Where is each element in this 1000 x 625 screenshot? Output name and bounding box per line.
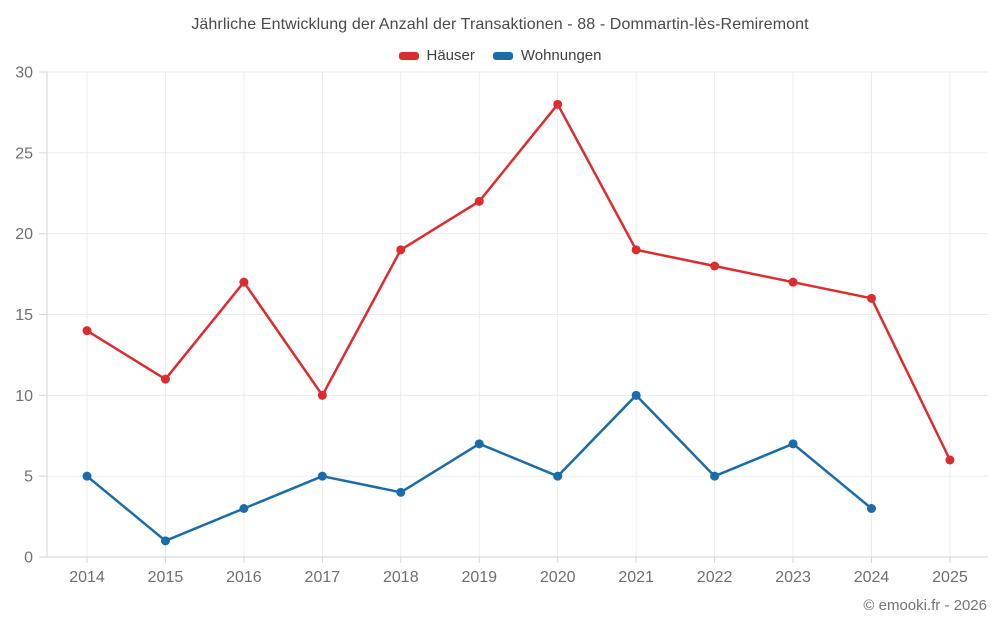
data-point-hauser-2022 [710,261,720,271]
data-point-wohnungen-2016 [239,504,249,513]
legend-marker-hauser [398,51,419,60]
data-point-hauser-2015 [160,374,170,384]
x-tick-label: 2023 [775,569,811,586]
x-tick-label: 2015 [148,569,184,586]
data-point-wohnungen-2020 [553,471,563,481]
x-tick-label: 2018 [383,569,419,586]
legend-label: Häuser [426,47,475,64]
x-tick-label: 2021 [618,569,654,586]
legend: Häuser Wohnungen [0,47,1000,64]
data-point-wohnungen-2014 [82,471,92,481]
data-point-hauser-2019 [474,196,484,206]
data-point-wohnungen-2021 [631,390,641,400]
x-tick-label: 2016 [226,569,262,586]
data-point-hauser-2024 [867,293,876,303]
x-tick-label: 2019 [461,569,497,586]
data-point-wohnungen-2019 [474,439,484,449]
x-tick-label: 2022 [697,569,733,586]
x-tick-label: 2024 [854,569,890,586]
y-tick-label: 10 [15,388,33,405]
y-tick-label: 20 [15,226,33,243]
data-point-hauser-2018 [396,245,406,255]
x-tick-label: 2014 [69,569,105,586]
data-point-wohnungen-2015 [160,536,170,546]
data-point-wohnungen-2023 [788,439,798,449]
y-tick-label: 0 [24,550,33,567]
data-point-hauser-2025 [945,455,955,465]
legend-item-hauser[interactable]: Häuser [398,47,475,64]
series-line-hauser [85,103,952,462]
data-point-wohnungen-2024 [867,504,876,513]
legend-marker-wohnungen [492,51,513,60]
data-point-hauser-2014 [82,326,92,336]
x-tick-label: 2020 [540,569,576,586]
y-tick-label: 25 [15,145,33,162]
data-point-hauser-2016 [239,277,249,287]
data-point-wohnungen-2022 [710,471,720,481]
legend-item-wohnungen[interactable]: Wohnungen [492,47,602,64]
legend-label: Wohnungen [520,47,602,64]
data-point-wohnungen-2018 [396,487,406,497]
data-point-hauser-2017 [317,390,327,400]
chart-title: Jährliche Entwicklung der Anzahl der Tra… [191,16,809,33]
x-tick-label: 2025 [932,569,968,586]
data-point-wohnungen-2017 [317,471,327,481]
y-tick-label: 30 [15,65,33,82]
y-tick-label: 5 [24,469,33,486]
x-tick-label: 2017 [305,569,341,586]
data-point-hauser-2020 [553,99,563,109]
copyright-credit: © emooki.fr - 2026 [863,597,987,614]
data-point-hauser-2021 [631,245,641,255]
data-point-hauser-2023 [788,277,798,287]
y-tick-label: 15 [15,307,33,324]
